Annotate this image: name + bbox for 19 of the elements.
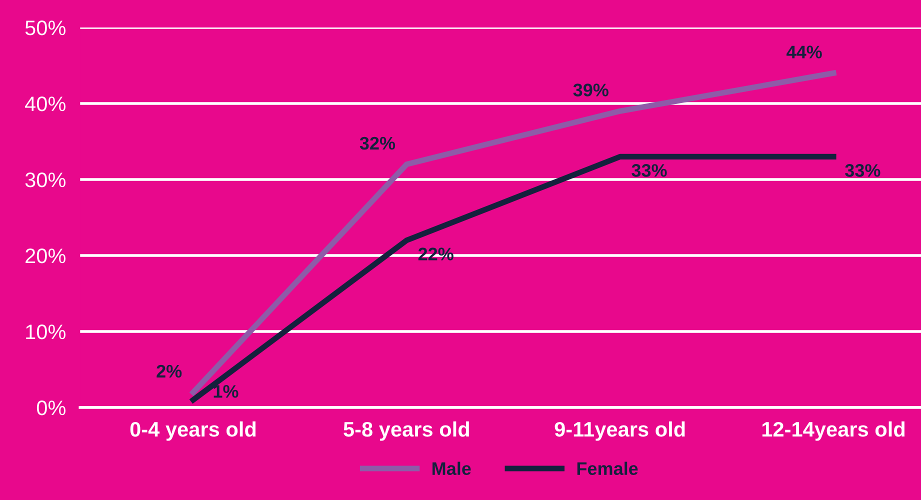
data-label: 33% <box>845 164 880 177</box>
y-tick-label: 30% <box>25 172 66 188</box>
x-tick-label: 9-11years old <box>554 421 685 441</box>
data-label: 32% <box>360 136 396 150</box>
x-tick-label: 12-14years old <box>762 421 905 441</box>
y-tick-label: 40% <box>25 96 66 112</box>
data-label: 39% <box>573 84 608 96</box>
y-tick-label: 20% <box>26 248 66 264</box>
data-label: 1% <box>214 385 238 398</box>
y-tick-label: 0% <box>36 400 66 416</box>
data-label: 2% <box>156 364 182 378</box>
data-label: 44% <box>786 46 822 58</box>
y-tick-label: 10% <box>26 324 66 340</box>
legend-label: Male <box>432 462 471 476</box>
x-tick-label: 5-8 years old <box>344 421 469 441</box>
x-tick-label: 0-4 years old <box>130 421 256 441</box>
y-tick-label: 50% <box>25 20 66 36</box>
legend-label: Female <box>577 462 638 476</box>
data-label: 33% <box>632 164 667 177</box>
